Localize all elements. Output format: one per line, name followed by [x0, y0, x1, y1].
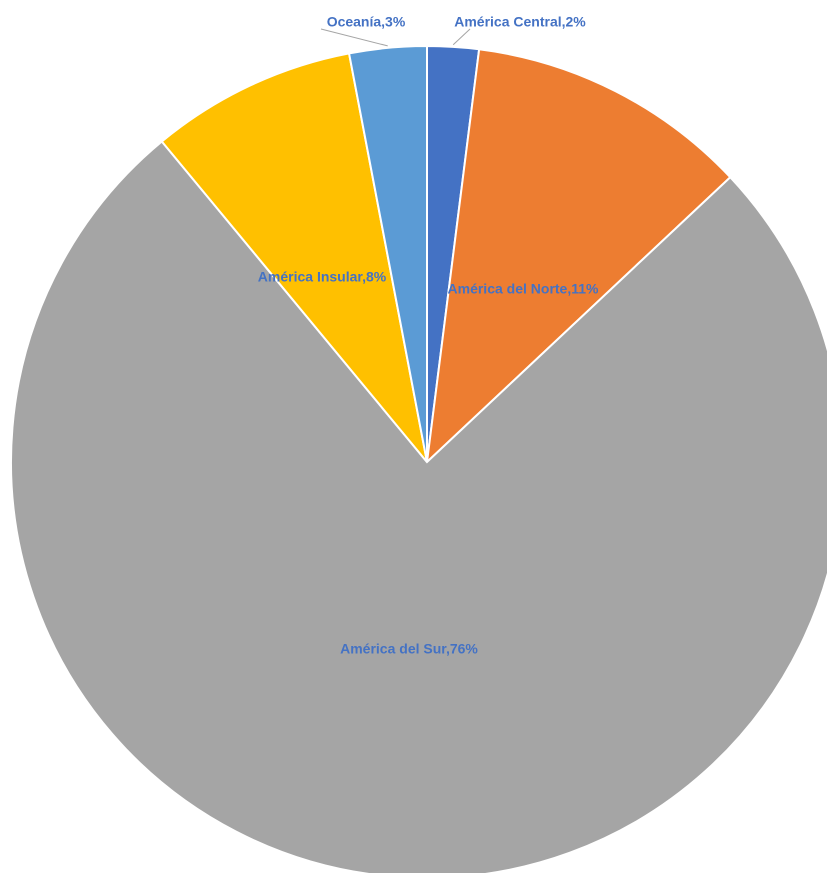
pie-slice-america-del-norte [425, 48, 732, 465]
data-label: América Insular,8% [258, 269, 387, 285]
leader-lines [320, 28, 471, 47]
pie-slice-america-insular [160, 52, 428, 463]
leader-line [452, 28, 471, 46]
pie-slice-oceania [347, 44, 428, 463]
pie-slices [10, 44, 827, 878]
data-label: América Central,2% [454, 14, 586, 30]
data-label: América del Sur,76% [340, 641, 478, 657]
data-label: Oceanía,3% [327, 14, 406, 30]
data-label: América del Norte,11% [448, 281, 600, 297]
data-labels: América Central,2% América del Norte,11% A… [258, 14, 599, 657]
leader-line [320, 28, 388, 47]
